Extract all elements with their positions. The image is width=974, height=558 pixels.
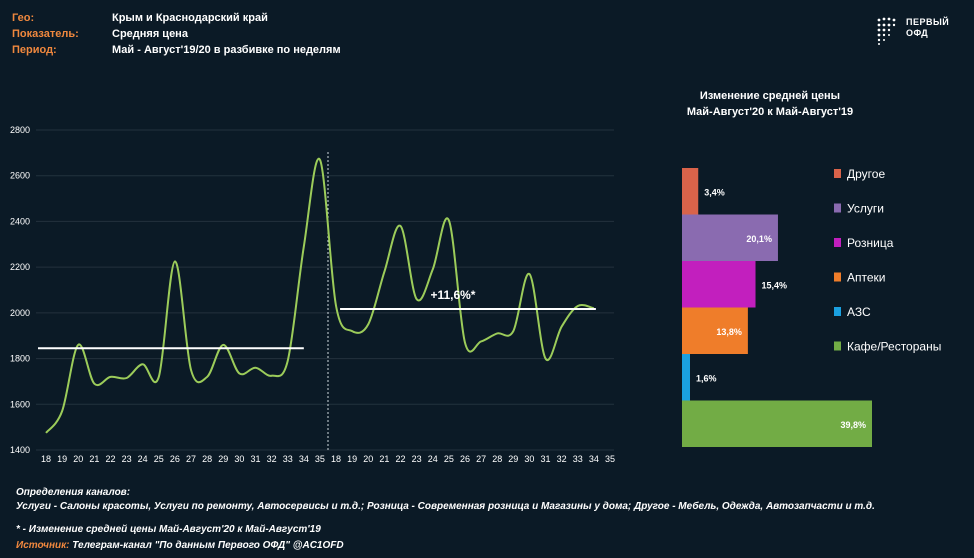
x-tick-label: 18 [41,454,51,464]
legend-label: Кафе/Рестораны [847,340,941,354]
legend-label: Аптеки [847,271,886,285]
bar-value-label: 39,8% [840,420,866,430]
footnote: * - Изменение средней цены Май-Август'20… [16,524,321,535]
bar-chart: 3,4% Другое 20,1% Услуги 15,4% Розница 13,8% Ап… [682,167,941,447]
x-tick-label: 27 [476,454,486,464]
legend-label: Другое [847,167,885,181]
legend-swatch [834,203,841,213]
bar-chart-title-line2: Май-Август'20 к Май-Август'19 [686,106,854,118]
company-logo: ПЕРВЫЙ ОФД [876,16,950,46]
legend-swatch [834,169,841,178]
geo-value: Крым и Краснодарский край [112,12,268,24]
x-tick-label: 28 [492,454,502,464]
y-tick-label: 2400 [10,216,30,226]
x-tick-label: 35 [315,454,325,464]
x-tick-label: 20 [73,454,83,464]
bar-value-label: 3,4% [704,187,725,197]
x-tick-label: 35 [605,454,615,464]
legend-swatch [834,307,841,316]
x-tick-label: 32 [267,454,277,464]
x-tick-label: 33 [283,454,293,464]
logo-line1: ПЕРВЫЙ [906,17,950,27]
y-tick-label: 2200 [10,262,30,272]
y-tick-label: 1800 [10,354,30,364]
bar [682,354,690,401]
legend-swatch [834,272,841,282]
x-tick-label: 31 [541,454,551,464]
definitions-title: Определения каналов: [16,487,131,498]
x-tick-label: 27 [186,454,196,464]
legend-label: Розница [847,236,894,250]
x-tick-label: 25 [444,454,454,464]
x-tick-label: 29 [508,454,518,464]
bar-value-label: 20,1% [746,234,772,244]
y-tick-label: 1600 [10,399,30,409]
bar [682,400,872,447]
x-tick-label: 34 [589,454,599,464]
x-tick-label: 29 [218,454,228,464]
bar-value-label: 13,8% [716,327,742,337]
bar-chart-title: Изменение средней цены Май-Август'20 к М… [660,88,880,120]
y-tick-label: 2000 [10,308,30,318]
line-chart: 1400 1600 1800 2000 2200 2400 2600 2800 18 19 20 21… [10,125,615,464]
legend-label: АЗС [847,305,871,319]
logo-line2: ОФД [906,28,929,38]
bar [682,261,756,308]
x-tick-label: 24 [138,454,148,464]
x-tick-label: 31 [250,454,260,464]
source-label: Источник: [16,540,70,551]
x-tick-label: 30 [524,454,534,464]
bar [682,307,748,354]
legend-swatch [834,238,841,247]
y-tick-label: 2800 [10,125,30,135]
legend-label: Услуги [847,202,884,216]
x-tick-label: 18 [331,454,341,464]
x-tick-label: 34 [299,454,309,464]
x-tick-label: 33 [573,454,583,464]
indicator-label: Показатель: [12,28,79,40]
x-tick-label: 25 [154,454,164,464]
x-tick-label: 30 [234,454,244,464]
x-tick-label: 23 [122,454,132,464]
x-tick-label: 23 [412,454,422,464]
bar-chart-title-line1: Изменение средней цены [699,90,841,102]
x-tick-label: 21 [89,454,99,464]
x-tick-label: 22 [105,454,115,464]
x-tick-label: 24 [428,454,438,464]
y-tick-label: 2600 [10,171,30,181]
x-tick-label: 21 [379,454,389,464]
legend-swatch [834,341,841,351]
x-tick-label: 20 [363,454,373,464]
x-tick-label: 19 [347,454,357,464]
x-tick-label: 22 [396,454,406,464]
x-tick-label: 32 [557,454,567,464]
source-text: Телеграм-канал "По данным Первого ОФД" @… [72,540,344,551]
bar [682,214,778,261]
x-tick-label: 19 [57,454,67,464]
x-tick-label: 26 [170,454,180,464]
source-line: Источник: Телеграм-канал "По данным Перв… [16,540,344,551]
dots-logo-icon [877,17,896,45]
period-value: Май - Август'19/20 в разбивке по неделям [112,44,341,56]
price-series-line [45,157,595,434]
change-annotation: +11,6%* [430,288,475,302]
x-tick-label: 28 [202,454,212,464]
bar-value-label: 15,4% [762,280,788,290]
geo-label: Гео: [12,12,35,24]
definitions-text: Услуги - Салоны красоты, Услуги по ремон… [16,501,875,512]
bar-value-label: 1,6% [696,373,717,383]
y-tick-label: 1400 [10,445,30,455]
indicator-value: Средняя цена [112,28,188,40]
period-label: Период: [12,44,57,56]
x-tick-label: 26 [460,454,470,464]
bar [682,168,699,215]
